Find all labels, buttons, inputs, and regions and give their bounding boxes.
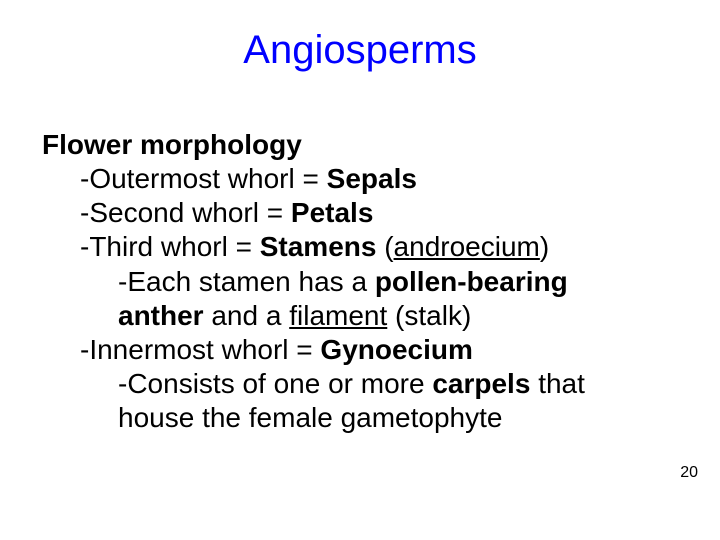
term-filament: filament [289,300,387,331]
gynoecium-detail-1: -Consists of one or more carpels that [42,367,690,401]
gynoecium-detail-2: house the female gametophyte [42,401,690,435]
term-androecium: androecium [394,231,540,262]
whorl-2: -Second whorl = Petals [42,196,690,230]
t: and a [204,300,290,331]
t: (stalk) [387,300,471,331]
t: -Consists of one or more [118,368,432,399]
heading-text: Flower morphology [42,129,302,160]
whorl-3: -Third whorl = Stamens (androecium) [42,230,690,264]
whorl-4: -Innermost whorl = Gynoecium [42,333,690,367]
term-petals: Petals [291,197,374,228]
t: -Third whorl = [80,231,260,262]
term-stamens: Stamens [260,231,377,262]
t: -Outermost whorl = [80,163,327,194]
body-heading: Flower morphology [42,128,690,162]
t: ) [540,231,549,262]
stamen-detail-2: anther and a filament (stalk) [42,299,690,333]
slide: Angiosperms Flower morphology -Outermost… [0,0,720,540]
t: -Innermost whorl = [80,334,320,365]
term-gynoecium: Gynoecium [320,334,472,365]
t: -Each stamen has a [118,266,375,297]
whorl-1: -Outermost whorl = Sepals [42,162,690,196]
stamen-detail-1: -Each stamen has a pollen-bearing [42,265,690,299]
t: ( [376,231,393,262]
term-carpels: carpels [432,368,530,399]
term-anther: anther [118,300,204,331]
slide-body: Flower morphology -Outermost whorl = Sep… [42,128,690,435]
term-sepals: Sepals [327,163,417,194]
page-number: 20 [680,464,698,482]
slide-title: Angiosperms [0,28,720,73]
t: that [530,368,584,399]
term-pollen-bearing: pollen-bearing [375,266,568,297]
t: -Second whorl = [80,197,291,228]
